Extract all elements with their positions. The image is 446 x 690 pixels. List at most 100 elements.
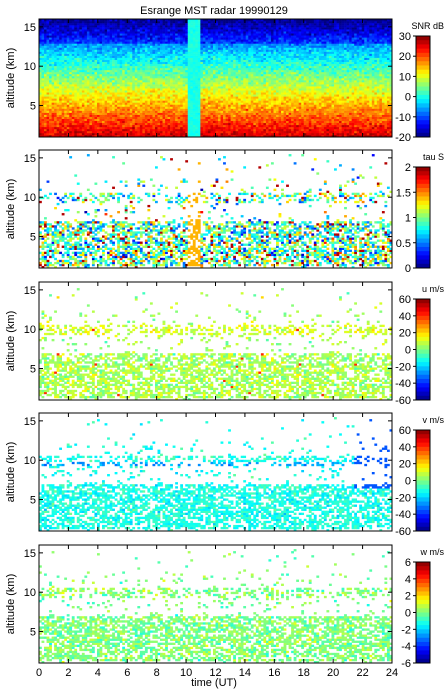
heatmap-cell	[69, 31, 72, 33]
heatmap-cell	[72, 70, 75, 72]
heatmap-cell	[180, 56, 183, 58]
heatmap-cell	[69, 90, 72, 92]
heatmap-cell	[150, 106, 153, 108]
heatmap-cell	[82, 88, 85, 90]
heatmap-cell	[92, 96, 95, 98]
heatmap-cell	[122, 92, 125, 94]
heatmap-cell	[87, 76, 90, 78]
heatmap-cell	[226, 29, 229, 31]
heatmap-cell	[64, 90, 67, 92]
heatmap-cell	[42, 123, 45, 125]
heatmap-cell	[228, 102, 231, 104]
heatmap-cell	[213, 31, 216, 33]
heatmap-cell	[49, 70, 52, 72]
heatmap-cell	[210, 54, 213, 56]
heatmap-cell	[165, 106, 168, 108]
heatmap-cell	[203, 131, 206, 133]
heatmap-cell	[64, 29, 67, 31]
heatmap-cell	[145, 43, 148, 45]
heatmap-cell	[82, 72, 85, 74]
heatmap-cell	[175, 76, 178, 78]
heatmap-cell	[158, 56, 161, 58]
heatmap-cell	[198, 72, 201, 74]
heatmap-cell	[69, 72, 72, 74]
heatmap-cell	[190, 102, 193, 104]
heatmap-cell	[42, 90, 45, 92]
heatmap-cell	[163, 23, 166, 25]
heatmap-cell	[165, 92, 168, 94]
heatmap-cell	[185, 27, 188, 29]
heatmap-cell	[135, 54, 138, 56]
heatmap-cell	[52, 127, 55, 129]
heatmap-cell	[188, 94, 191, 96]
heatmap-cell	[208, 29, 211, 31]
heatmap-cell	[233, 33, 236, 35]
heatmap-cell	[87, 111, 90, 113]
heatmap-cell	[228, 31, 231, 33]
heatmap-cell	[228, 125, 231, 127]
heatmap-cell	[210, 96, 213, 98]
heatmap-cell	[150, 94, 153, 96]
heatmap-cell	[243, 117, 246, 119]
heatmap-cell	[127, 96, 130, 98]
heatmap-cell	[221, 66, 224, 68]
heatmap-cell	[125, 102, 128, 104]
heatmap-cell	[97, 27, 100, 29]
heatmap-cell	[243, 70, 246, 72]
heatmap-cell	[233, 86, 236, 88]
heatmap-cell	[135, 100, 138, 102]
heatmap-cell	[183, 62, 186, 64]
heatmap-cell	[112, 96, 115, 98]
heatmap-cell	[170, 111, 173, 113]
heatmap-cell	[218, 23, 221, 25]
heatmap-cell	[183, 45, 186, 47]
heatmap-cell	[100, 64, 103, 66]
heatmap-cell	[210, 27, 213, 29]
heatmap-cell	[115, 96, 118, 98]
heatmap-cell	[205, 86, 208, 88]
heatmap-cell	[165, 74, 168, 76]
heatmap-cell	[195, 74, 198, 76]
heatmap-cell	[112, 72, 115, 74]
heatmap-cell	[87, 23, 90, 25]
heatmap-cell	[54, 54, 57, 56]
heatmap-cell	[120, 68, 123, 70]
heatmap-cell	[87, 119, 90, 121]
heatmap-cell	[137, 62, 140, 64]
heatmap-cell	[173, 111, 176, 113]
heatmap-cell	[243, 106, 246, 108]
heatmap-cell	[135, 121, 138, 123]
heatmap-cell	[152, 45, 155, 47]
heatmap-cell	[102, 72, 105, 74]
heatmap-cell	[216, 131, 219, 133]
heatmap-cell	[158, 111, 161, 113]
heatmap-cell	[251, 37, 254, 39]
heatmap-cell	[77, 106, 80, 108]
heatmap-cell	[67, 72, 70, 74]
heatmap-cell	[142, 56, 145, 58]
heatmap-cell	[130, 54, 133, 56]
heatmap-cell	[195, 47, 198, 49]
heatmap-cell	[57, 50, 60, 52]
heatmap-cell	[77, 37, 80, 39]
heatmap-cell	[147, 64, 150, 66]
heatmap-cell	[67, 106, 70, 108]
heatmap-cell	[54, 76, 57, 78]
heatmap-cell	[147, 41, 150, 43]
heatmap-cell	[200, 41, 203, 43]
heatmap-cell	[228, 96, 231, 98]
heatmap-cell	[79, 109, 82, 111]
heatmap-cell	[87, 72, 90, 74]
heatmap-cell	[178, 80, 181, 82]
heatmap-cell	[97, 52, 100, 54]
heatmap-cell	[203, 94, 206, 96]
heatmap-cell	[178, 113, 181, 115]
heatmap-cell	[243, 119, 246, 121]
heatmap-cell	[178, 127, 181, 129]
heatmap-cell	[195, 94, 198, 96]
heatmap-cell	[233, 84, 236, 86]
heatmap-cell	[97, 62, 100, 64]
heatmap-cell	[216, 121, 219, 123]
heatmap-cell	[84, 47, 87, 49]
heatmap-cell	[110, 131, 113, 133]
